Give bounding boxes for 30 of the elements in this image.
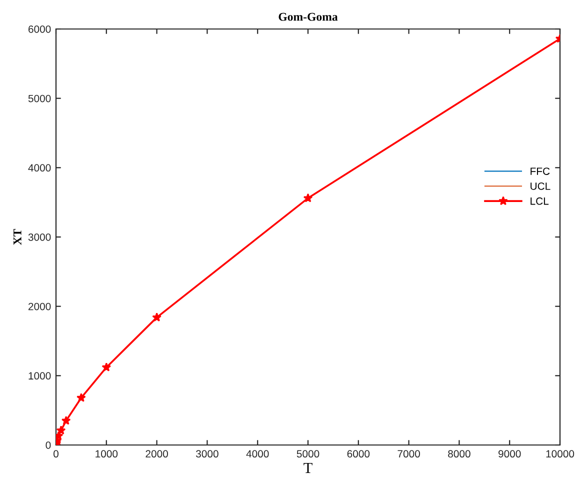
x-axis-title: T bbox=[304, 462, 312, 473]
y-tick-label: 0 bbox=[46, 442, 51, 449]
x-tick-label: 5000 bbox=[296, 450, 320, 458]
x-tick-label: 3000 bbox=[196, 450, 218, 458]
x-tick-label: 6000 bbox=[347, 450, 370, 458]
y-tick-label: 4000 bbox=[28, 164, 51, 172]
x-tick-label: 7000 bbox=[398, 450, 420, 458]
x-tick-label: 0 bbox=[54, 450, 58, 458]
x-tick-label: 9000 bbox=[498, 450, 521, 458]
x-tick-label: 10000 bbox=[546, 450, 574, 458]
y-tick-label: 5000 bbox=[28, 94, 51, 102]
y-axis-title: XT bbox=[14, 228, 22, 245]
point bbox=[76, 392, 86, 402]
x-tick-label: 8000 bbox=[448, 450, 470, 458]
y-tick-label: 1000 bbox=[28, 372, 51, 380]
point bbox=[61, 416, 71, 425]
x-tick-label: 2000 bbox=[146, 450, 168, 458]
legend-label: UCL bbox=[530, 182, 550, 190]
x-tick-label: 1000 bbox=[96, 450, 118, 458]
point bbox=[303, 193, 313, 202]
y-tick-label: 3000 bbox=[28, 234, 51, 241]
point bbox=[56, 426, 66, 435]
legend-label: LCL bbox=[530, 197, 549, 205]
x-tick-label: 4000 bbox=[246, 450, 269, 458]
point bbox=[152, 312, 162, 322]
legend-label: FFC bbox=[530, 168, 550, 175]
chart-title: Gom-Goma bbox=[278, 12, 338, 21]
point bbox=[102, 362, 112, 372]
y-tick-label: 2000 bbox=[28, 302, 51, 310]
y-tick-label: 6000 bbox=[28, 26, 51, 33]
